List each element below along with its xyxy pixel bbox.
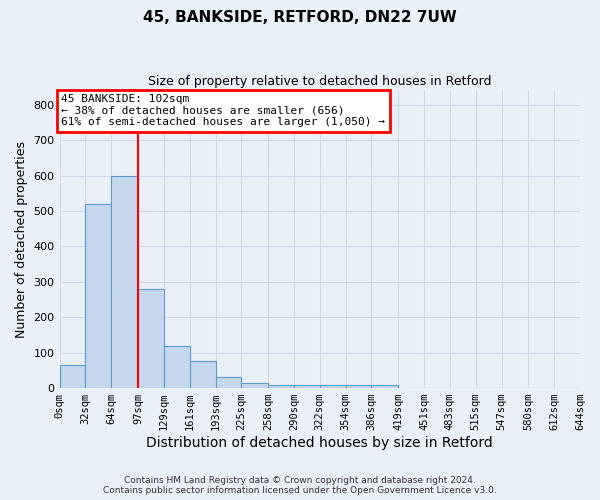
Bar <box>164 346 190 388</box>
Text: 45, BANKSIDE, RETFORD, DN22 7UW: 45, BANKSIDE, RETFORD, DN22 7UW <box>143 10 457 25</box>
Text: 45 BANKSIDE: 102sqm
← 38% of detached houses are smaller (656)
61% of semi-detac: 45 BANKSIDE: 102sqm ← 38% of detached ho… <box>61 94 385 128</box>
Bar <box>85 204 111 388</box>
Bar <box>268 384 294 388</box>
Bar <box>241 383 268 388</box>
Bar <box>346 385 371 388</box>
Bar <box>190 361 215 388</box>
Bar <box>371 385 398 388</box>
Bar <box>215 378 241 388</box>
Title: Size of property relative to detached houses in Retford: Size of property relative to detached ho… <box>148 75 491 88</box>
X-axis label: Distribution of detached houses by size in Retford: Distribution of detached houses by size … <box>146 436 493 450</box>
Bar <box>111 176 138 388</box>
Y-axis label: Number of detached properties: Number of detached properties <box>15 141 28 338</box>
Bar <box>59 365 85 388</box>
Text: Contains HM Land Registry data © Crown copyright and database right 2024.
Contai: Contains HM Land Registry data © Crown c… <box>103 476 497 495</box>
Bar <box>138 289 164 388</box>
Bar <box>320 385 346 388</box>
Bar <box>294 384 320 388</box>
